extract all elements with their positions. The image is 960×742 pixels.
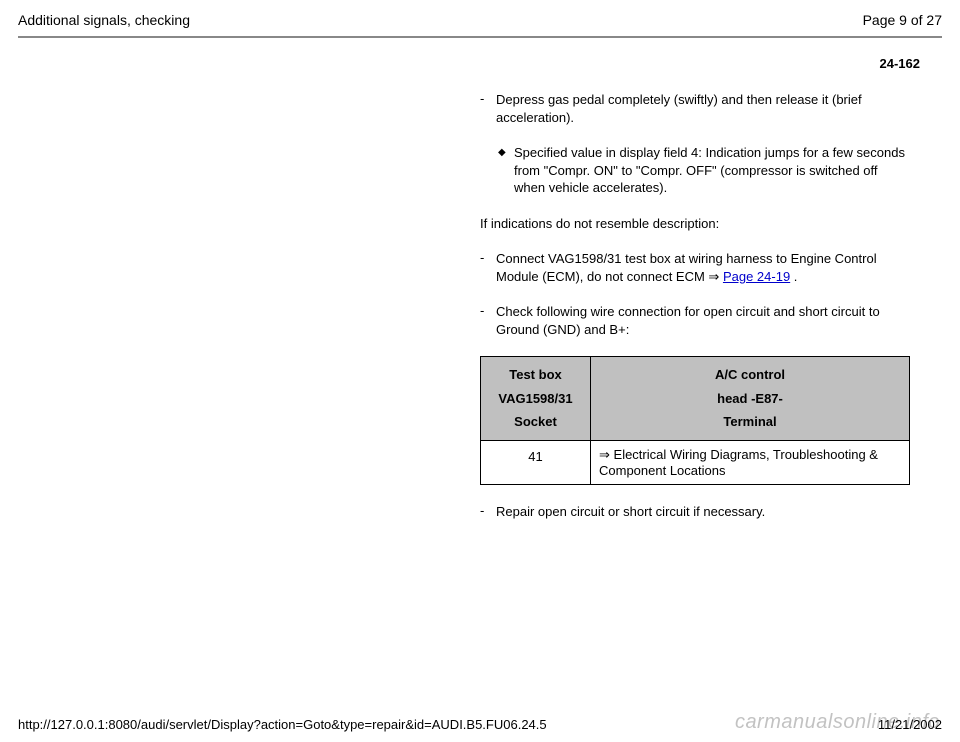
header-page-indicator: Page 9 of 27 (863, 12, 942, 28)
table-header-row: Test box VAG1598/31 Socket A/C control h… (481, 357, 910, 440)
page-footer: http://127.0.0.1:8080/audi/servlet/Displ… (0, 717, 960, 732)
step-specified-text: Specified value in display field 4: Indi… (514, 144, 910, 197)
th-col2-line2: head -E87- (599, 387, 901, 410)
arrow-icon: ⇒ (708, 269, 719, 284)
arrow-icon: ⇒ (599, 447, 610, 462)
diamond-icon: ◆ (498, 144, 514, 197)
page-header: Additional signals, checking Page 9 of 2… (0, 0, 960, 36)
main-content: - Depress gas pedal completely (swiftly)… (480, 91, 910, 520)
step-connect: - Connect VAG1598/31 test box at wiring … (480, 250, 910, 285)
step-depress: - Depress gas pedal completely (swiftly)… (480, 91, 910, 126)
step-repair-text: Repair open circuit or short circuit if … (496, 503, 910, 521)
th-col1-line3: Socket (489, 410, 582, 433)
step-connect-text: Connect VAG1598/31 test box at wiring ha… (496, 250, 910, 285)
section-page-number: 24-162 (0, 56, 960, 71)
table-header-col1: Test box VAG1598/31 Socket (481, 357, 591, 440)
header-title: Additional signals, checking (18, 12, 190, 28)
step-connect-pre: Connect VAG1598/31 test box at wiring ha… (496, 251, 877, 284)
table-cell-terminal: ⇒ Electrical Wiring Diagrams, Troublesho… (591, 440, 910, 484)
dash-icon: - (480, 303, 496, 338)
dash-icon: - (480, 503, 496, 521)
table-header-col2: A/C control head -E87- Terminal (591, 357, 910, 440)
table-cell-socket: 41 (481, 440, 591, 484)
dash-icon: - (480, 91, 496, 126)
step-specified: ◆ Specified value in display field 4: In… (498, 144, 910, 197)
th-col2-line3: Terminal (599, 410, 901, 433)
page-link-24-19[interactable]: Page 24-19 (723, 269, 790, 284)
th-col1-line1: Test box (489, 363, 582, 386)
th-col1-line2: VAG1598/31 (489, 387, 582, 410)
header-divider (18, 36, 942, 38)
dash-icon: - (480, 250, 496, 285)
step-if-not: If indications do not resemble descripti… (480, 215, 910, 233)
table-cell-terminal-text: Electrical Wiring Diagrams, Troubleshoot… (599, 447, 878, 478)
th-col2-line1: A/C control (599, 363, 901, 386)
step-repair: - Repair open circuit or short circuit i… (480, 503, 910, 521)
wiring-table: Test box VAG1598/31 Socket A/C control h… (480, 356, 910, 484)
step-depress-text: Depress gas pedal completely (swiftly) a… (496, 91, 910, 126)
step-check-text: Check following wire connection for open… (496, 303, 910, 338)
step-connect-post: . (790, 269, 797, 284)
footer-date: 11/21/2002 (878, 717, 942, 732)
table-row: 41 ⇒ Electrical Wiring Diagrams, Trouble… (481, 440, 910, 484)
step-check: - Check following wire connection for op… (480, 303, 910, 338)
footer-url: http://127.0.0.1:8080/audi/servlet/Displ… (18, 717, 547, 732)
